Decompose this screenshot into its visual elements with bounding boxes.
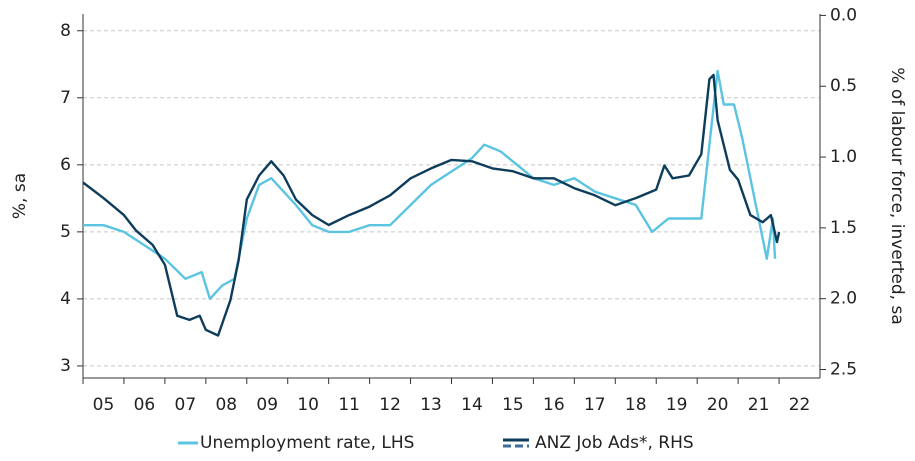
x-tick-label: 05 <box>93 395 115 415</box>
x-tick-label: 15 <box>502 395 524 415</box>
x-tick-label: 13 <box>420 395 442 415</box>
y-tick-label: 4 <box>60 289 71 309</box>
x-tick-label: 12 <box>379 395 401 415</box>
x-tick-label: 07 <box>175 395 197 415</box>
x-tick-label: 09 <box>256 395 278 415</box>
x-tick-label: 17 <box>584 395 606 415</box>
x-tick-label: 10 <box>297 395 319 415</box>
x-tick-label: 22 <box>789 395 811 415</box>
y-tick-label: 6 <box>60 155 71 175</box>
series-line <box>83 69 777 301</box>
y2-tick-label: 1.5 <box>830 218 857 238</box>
legend-label: Unemployment rate, LHS <box>200 433 414 453</box>
y2-tick-label: 2.5 <box>830 360 857 380</box>
x-tick-label: 11 <box>338 395 360 415</box>
y2-tick-label: 2.0 <box>830 289 857 309</box>
x-tick-label: 18 <box>625 395 647 415</box>
x-tick-label: 14 <box>461 395 483 415</box>
legend-label: ANZ Job Ads*, RHS <box>535 433 694 453</box>
x-tick-label: 06 <box>134 395 156 415</box>
y-tick-label: 7 <box>60 88 71 108</box>
x-tick-label: 08 <box>215 395 237 415</box>
x-tick-label: 16 <box>543 395 565 415</box>
y-tick-label: 5 <box>60 222 71 242</box>
y-tick-label: 8 <box>60 21 71 41</box>
y-tick-label: 3 <box>60 356 71 376</box>
x-tick-label: 19 <box>666 395 688 415</box>
x-tick-label: 20 <box>707 395 729 415</box>
y2-tick-label: 1.0 <box>830 147 857 167</box>
y2-tick-label: 0.5 <box>830 76 857 96</box>
x-tick-label: 21 <box>748 395 770 415</box>
y2-axis-label: % of labour force, inverted, sa <box>887 67 907 324</box>
y2-tick-label: 0.0 <box>830 5 857 25</box>
series-line <box>82 73 781 337</box>
y-axis-label: %, sa <box>10 173 30 219</box>
